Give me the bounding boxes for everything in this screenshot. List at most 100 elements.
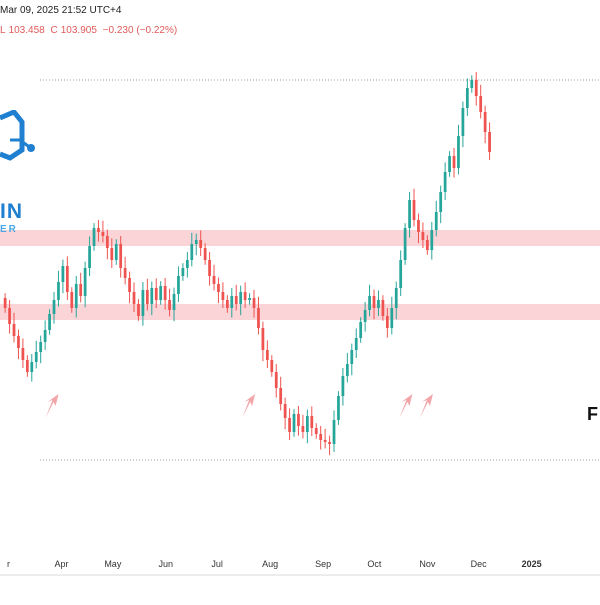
candle-body xyxy=(337,396,340,420)
candle-body xyxy=(394,288,398,308)
candle-body xyxy=(417,220,420,232)
candle-body xyxy=(61,266,65,282)
candle-body xyxy=(83,268,87,296)
candle-body xyxy=(274,372,278,388)
x-tick-label: May xyxy=(104,559,122,569)
header-timestamp: Mar 09, 2025 21:52 UTC+4 xyxy=(0,5,122,16)
circuit-logo-icon xyxy=(0,110,35,161)
candle-body xyxy=(123,268,127,278)
candle-body xyxy=(208,260,211,276)
candle-body xyxy=(225,300,229,308)
candle-body xyxy=(243,292,247,300)
candle-body xyxy=(185,260,189,268)
candle-body xyxy=(163,286,167,300)
candle-body xyxy=(70,292,74,308)
candle-body xyxy=(439,192,443,212)
resistance-zone xyxy=(0,230,600,246)
candle-body xyxy=(354,338,358,350)
candle-body xyxy=(421,232,425,240)
candle-body xyxy=(448,156,451,172)
candle-body xyxy=(323,440,327,442)
candle-body xyxy=(257,308,260,328)
candle-body xyxy=(332,420,336,444)
candle-body xyxy=(43,330,47,342)
up-arrow-icon xyxy=(45,394,59,418)
x-tick-label: r xyxy=(7,559,10,569)
candle-body xyxy=(230,296,234,308)
candle-body xyxy=(137,304,140,316)
candle-body xyxy=(141,290,145,316)
x-tick-label: 2025 xyxy=(522,559,542,569)
candle-body xyxy=(79,284,83,296)
candle-body xyxy=(292,414,296,432)
resistance-zone xyxy=(0,304,600,320)
close-label: C xyxy=(50,25,58,36)
up-arrow-icon xyxy=(419,394,433,418)
candle-body xyxy=(372,296,376,308)
candle-body xyxy=(265,350,269,360)
candle-body xyxy=(279,388,283,404)
candle-body xyxy=(350,350,354,364)
side-label: F xyxy=(587,404,598,424)
candle-body xyxy=(470,80,474,88)
candle-body xyxy=(399,260,403,288)
candle-body xyxy=(25,360,29,372)
candle-body xyxy=(381,300,385,316)
x-tick-label: Apr xyxy=(55,559,69,569)
candle-body xyxy=(457,136,460,168)
candle-body xyxy=(194,240,198,244)
header-ohlc: L 103.458 C 103.905 −0.230 (−0.22%) xyxy=(0,25,180,36)
x-tick-label: Sep xyxy=(315,559,331,569)
candle-body xyxy=(30,362,34,372)
candle-body xyxy=(114,244,118,260)
candle-body xyxy=(150,288,154,304)
candle-body xyxy=(368,296,371,310)
candle-body xyxy=(239,292,243,304)
low-label: L xyxy=(0,25,6,36)
candle-body xyxy=(434,212,438,230)
candle-body xyxy=(363,310,367,322)
watermark-text: IN xyxy=(0,200,23,223)
candle-body xyxy=(403,228,407,260)
candle-body xyxy=(248,298,251,300)
candle-body xyxy=(39,342,43,352)
candle-body xyxy=(297,414,300,426)
candle-body xyxy=(57,282,60,300)
candle-body xyxy=(283,404,287,418)
candle-body xyxy=(21,348,25,360)
watermark-subtext: ER xyxy=(0,224,18,235)
candle-body xyxy=(483,112,487,132)
candle-body xyxy=(212,276,216,284)
candle-body xyxy=(17,336,20,348)
change-value: −0.230 (−0.22%) xyxy=(102,25,178,36)
candle-body xyxy=(345,364,349,376)
candle-body xyxy=(172,294,176,310)
x-tick-label: Oct xyxy=(367,559,382,569)
candle-body xyxy=(119,244,123,268)
candle-body xyxy=(105,236,109,248)
candle-body xyxy=(412,200,416,220)
candle-body xyxy=(443,172,447,192)
candle-body xyxy=(97,228,100,232)
candle-body xyxy=(190,244,194,260)
candle-body xyxy=(34,352,38,362)
candle-body xyxy=(8,308,11,324)
candle-body xyxy=(314,428,318,434)
candle-body xyxy=(328,442,331,444)
candle-body xyxy=(385,316,389,328)
candle-body xyxy=(359,322,363,338)
x-tick-label: Jun xyxy=(159,559,174,569)
candle-body xyxy=(465,88,469,108)
candle-body xyxy=(217,284,220,292)
candle-body xyxy=(221,292,225,300)
x-tick-label: Jul xyxy=(211,559,223,569)
candle-body xyxy=(177,276,180,294)
candle-body xyxy=(145,290,149,304)
candle-body xyxy=(88,246,91,268)
candle-body xyxy=(128,278,131,292)
candle-body xyxy=(101,232,105,236)
candle-body xyxy=(430,230,434,250)
x-tick-label: Nov xyxy=(419,559,436,569)
